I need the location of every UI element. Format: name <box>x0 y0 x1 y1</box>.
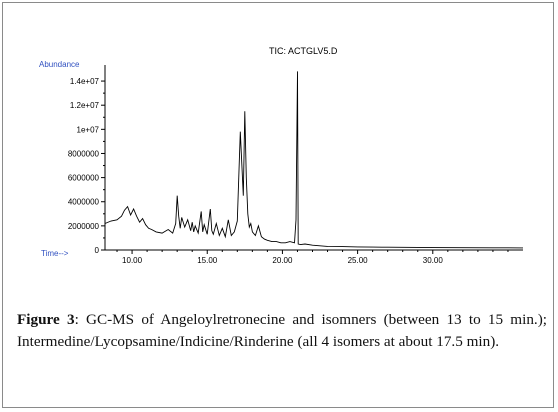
x-tick-label: 20.00 <box>272 256 293 265</box>
figure-caption-text: : GC-MS of Angeloylretronecine and isomn… <box>17 311 547 350</box>
trace-layer <box>104 71 524 249</box>
y-tick-label: 1.2e+07 <box>70 101 100 110</box>
y-tick-label: 0 <box>95 246 100 255</box>
y-tick-label: 2000000 <box>68 222 100 231</box>
y-tick-label: 6000000 <box>68 174 100 183</box>
tic-trace <box>104 71 524 249</box>
figure-frame: TIC: ACTGLV5.D Abundance Time--> 0 200000… <box>2 2 554 408</box>
figure-label: Figure 3 <box>17 311 75 328</box>
figure-caption: Figure 3: GC-MS of Angeloylretronecine a… <box>17 309 547 353</box>
chart-title: TIC: ACTGLV5.D <box>269 46 338 56</box>
x-axis-label: Time--> <box>41 249 69 258</box>
x-tick-label: 10.00 <box>122 256 143 265</box>
y-tick-label: 1e+07 <box>77 125 100 134</box>
x-tick-label: 25.00 <box>348 256 369 265</box>
chromatogram-svg: TIC: ACTGLV5.D Abundance Time--> 0 200000… <box>39 46 524 265</box>
y-tick-label: 1.4e+07 <box>70 77 100 86</box>
tick-marks: 0 2000000 4000000 6000000 8000000 1e+07 1.2e+0… <box>68 77 509 265</box>
x-tick-label: 30.00 <box>423 256 444 265</box>
y-tick-label: 8000000 <box>68 149 100 158</box>
y-tick-label: 4000000 <box>68 198 100 207</box>
chromatogram-plot: TIC: ACTGLV5.D Abundance Time--> 0 200000… <box>33 43 533 273</box>
y-axis-label: Abundance <box>39 60 80 69</box>
x-tick-label: 15.00 <box>197 256 218 265</box>
axes <box>104 65 523 251</box>
